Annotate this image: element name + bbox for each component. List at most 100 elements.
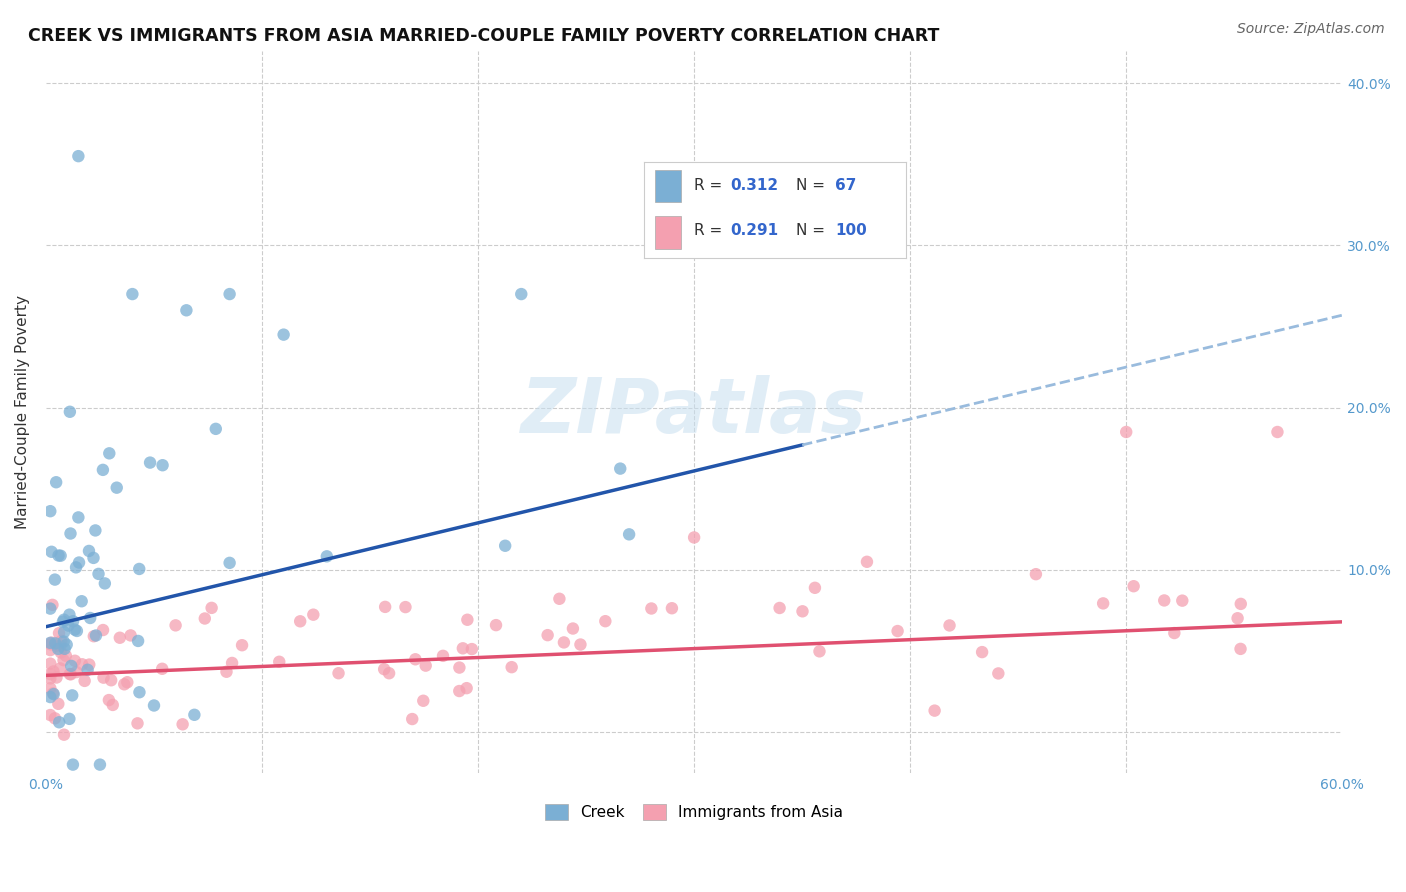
Point [48,626,70,640]
Point [553,635,575,649]
Point [39,601,62,615]
Point [98,446,121,460]
Point [1092,596,1115,610]
Point [461,642,484,657]
Point [117,675,139,690]
Point [91,463,114,477]
Point [194,611,217,625]
Point [89,757,111,772]
Point [449,660,471,674]
Point [315,549,337,564]
Point [121,287,143,301]
Point [58,607,80,622]
Point [59,526,82,541]
Point [456,613,478,627]
Point [52,653,75,667]
Point [1163,626,1185,640]
Point [510,287,533,301]
Point [62,757,84,772]
Point [127,716,149,731]
Point [165,618,187,632]
Point [55,648,77,663]
Point [218,287,240,301]
Point [39,643,62,657]
Text: 100: 100 [835,223,868,238]
Point [494,539,516,553]
Point [45,475,67,490]
Point [65,665,87,679]
Point [53,625,76,640]
FancyBboxPatch shape [655,169,681,202]
Text: Source: ZipAtlas.com: Source: ZipAtlas.com [1237,22,1385,37]
Point [972,645,994,659]
Point [804,581,827,595]
Point [1025,567,1047,582]
Y-axis label: Married-Couple Family Poverty: Married-Couple Family Poverty [15,294,30,529]
Text: ZIPatlas: ZIPatlas [522,375,868,449]
Point [87,566,110,581]
Point [42,686,65,700]
Point [39,637,62,651]
Point [609,461,631,475]
Point [63,654,86,668]
Point [84,524,107,538]
Point [640,601,662,615]
Point [432,648,454,663]
Point [77,657,100,672]
Point [401,712,423,726]
Point [59,667,82,681]
Point [221,656,243,670]
Point [49,639,72,653]
Point [176,303,198,318]
Point [70,657,93,672]
Point [150,662,173,676]
Point [548,591,571,606]
Point [1115,425,1137,439]
Text: N =: N = [796,178,830,193]
Point [924,704,946,718]
Point [856,555,879,569]
Point [67,510,90,524]
Point [70,594,93,608]
Point [269,655,291,669]
Point [661,601,683,615]
Point [77,544,100,558]
Point [561,622,583,636]
Point [42,687,65,701]
Point [91,623,114,637]
Point [42,665,65,679]
Point [39,667,62,681]
Point [52,613,75,627]
Point [49,549,72,563]
Point [415,658,437,673]
Point [39,708,62,723]
Point [1122,579,1144,593]
Point [1153,593,1175,607]
Point [172,717,194,731]
Text: 0.291: 0.291 [731,223,779,238]
Point [412,694,434,708]
Point [394,600,416,615]
Point [60,659,83,673]
Point [183,707,205,722]
Point [100,673,122,688]
Point [94,576,117,591]
FancyBboxPatch shape [655,216,681,249]
Point [451,641,474,656]
Point [41,598,63,612]
Point [1267,425,1289,439]
Point [45,671,67,685]
Point [49,661,72,675]
Point [328,666,350,681]
Point [63,623,86,637]
Point [143,698,166,713]
Point [66,624,89,638]
Point [792,604,814,618]
Point [46,641,69,656]
Point [768,601,790,615]
Point [101,698,124,712]
Point [39,636,62,650]
Point [218,556,240,570]
Point [302,607,325,622]
Point [39,681,62,696]
